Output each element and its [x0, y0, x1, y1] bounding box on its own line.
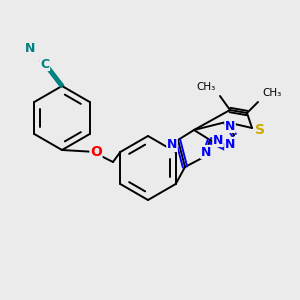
- Text: N: N: [213, 134, 223, 146]
- Text: O: O: [90, 145, 102, 159]
- Text: C: C: [40, 58, 50, 70]
- Text: N: N: [201, 146, 211, 158]
- Text: S: S: [255, 123, 265, 137]
- Text: N: N: [25, 41, 35, 55]
- Text: N: N: [225, 119, 235, 133]
- Text: N: N: [167, 139, 177, 152]
- Text: CH₃: CH₃: [197, 82, 216, 92]
- Text: N: N: [225, 137, 235, 151]
- Text: CH₃: CH₃: [262, 88, 281, 98]
